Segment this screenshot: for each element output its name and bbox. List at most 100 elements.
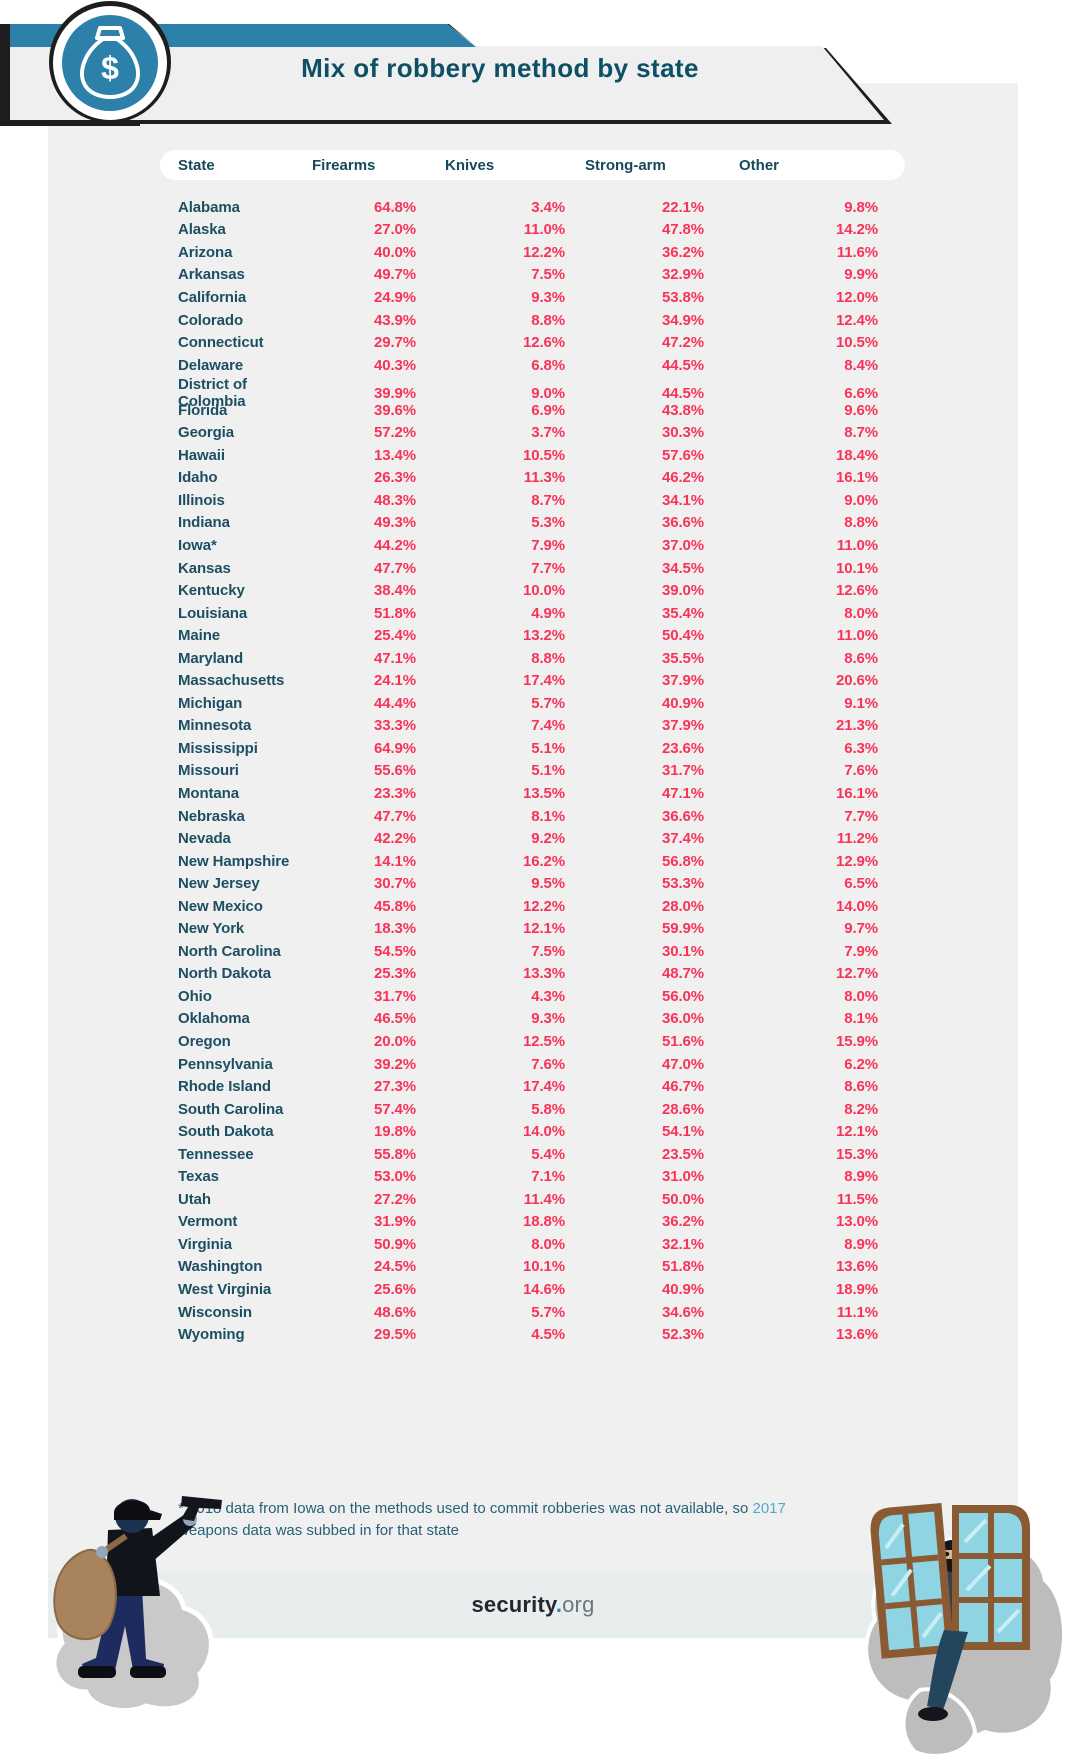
knives-cell: 17.4% xyxy=(522,1078,565,1096)
column-header-state: State xyxy=(178,156,215,174)
table-row: Maryland 47.1% 8.8% 35.5% 8.6% xyxy=(178,647,878,670)
state-cell: Oregon xyxy=(178,1033,231,1050)
firearms-cell: 40.0% xyxy=(373,243,416,261)
strong-arm-cell: 32.9% xyxy=(661,266,704,284)
strong-arm-cell: 51.8% xyxy=(661,1258,704,1276)
table-row: New York 18.3% 12.1% 59.9% 9.7% xyxy=(178,918,878,941)
other-cell: 8.8% xyxy=(844,514,878,532)
column-header-strong-arm: Strong-arm xyxy=(585,156,666,174)
state-cell: Idaho xyxy=(178,469,218,487)
strong-arm-cell: 37.0% xyxy=(661,536,704,554)
other-cell: 6.2% xyxy=(844,1055,878,1073)
state-cell: Texas xyxy=(178,1168,219,1186)
strong-arm-cell: 59.9% xyxy=(661,920,704,938)
knives-cell: 9.2% xyxy=(531,830,565,848)
state-cell: Georgia xyxy=(178,424,234,442)
knives-cell: 12.1% xyxy=(522,920,565,938)
firearms-cell: 55.8% xyxy=(373,1145,416,1163)
table-row: North Carolina 54.5% 7.5% 30.1% 7.9% xyxy=(178,940,878,963)
strong-arm-cell: 40.9% xyxy=(661,694,704,712)
knives-cell: 5.8% xyxy=(531,1100,565,1118)
strong-arm-cell: 36.2% xyxy=(661,243,704,261)
table-row: Minnesota 33.3% 7.4% 37.9% 21.3% xyxy=(178,715,878,738)
strong-arm-cell: 46.7% xyxy=(661,1078,704,1096)
other-cell: 7.6% xyxy=(844,762,878,780)
firearms-cell: 64.8% xyxy=(373,198,416,216)
state-cell: Florida xyxy=(178,401,228,419)
knives-cell: 7.9% xyxy=(531,536,565,554)
state-cell: Michigan xyxy=(178,694,243,712)
table-row: Tennessee 55.8% 5.4% 23.5% 15.3% xyxy=(178,1143,878,1166)
table-row: Alabama 64.8% 3.4% 22.1% 9.8% xyxy=(178,196,878,219)
state-cell: Ohio xyxy=(178,987,212,1005)
strong-arm-cell: 47.8% xyxy=(661,221,704,239)
table-row: Kansas 47.7% 7.7% 34.5% 10.1% xyxy=(178,557,878,580)
firearms-cell: 33.3% xyxy=(373,717,416,735)
knives-cell: 11.0% xyxy=(523,221,565,239)
state-cell: West Virginia xyxy=(178,1281,272,1299)
strong-arm-cell: 34.5% xyxy=(661,559,704,577)
table-row: Massachusetts 24.1% 17.4% 37.9% 20.6% xyxy=(178,669,878,692)
firearms-cell: 54.5% xyxy=(373,942,416,960)
other-cell: 12.4% xyxy=(835,311,878,329)
strong-arm-cell: 44.5% xyxy=(661,384,704,402)
strong-arm-cell: 57.6% xyxy=(661,446,704,464)
other-cell: 8.0% xyxy=(844,604,878,622)
other-cell: 11.1% xyxy=(836,1303,878,1321)
strong-arm-cell: 36.2% xyxy=(661,1213,704,1231)
brand-dot: . xyxy=(555,1592,563,1617)
state-cell: Nebraska xyxy=(178,807,245,825)
table-row: Colorado 43.9% 8.8% 34.9% 12.4% xyxy=(178,309,878,332)
strong-arm-cell: 36.6% xyxy=(661,514,704,532)
state-cell: Pennsylvania xyxy=(178,1055,273,1073)
firearms-cell: 19.8% xyxy=(373,1123,416,1141)
strong-arm-cell: 40.9% xyxy=(661,1281,704,1299)
table-row: Utah 27.2% 11.4% 50.0% 11.5% xyxy=(178,1188,878,1211)
state-cell: New York xyxy=(178,920,245,938)
other-cell: 9.8% xyxy=(844,198,878,216)
strong-arm-cell: 47.0% xyxy=(661,1055,704,1073)
firearms-cell: 57.2% xyxy=(373,424,416,442)
strong-arm-cell: 30.3% xyxy=(661,424,704,442)
firearms-cell: 18.3% xyxy=(373,920,416,938)
column-header-knives: Knives xyxy=(445,156,495,174)
knives-cell: 13.3% xyxy=(522,965,565,983)
strong-arm-cell: 56.0% xyxy=(661,987,704,1005)
state-cell: Washington xyxy=(178,1258,263,1276)
main-card: State Firearms Knives Strong-arm Other A… xyxy=(48,83,1018,1638)
state-cell: Virginia xyxy=(178,1235,232,1253)
state-cell: Maine xyxy=(178,627,221,645)
knives-cell: 12.2% xyxy=(522,243,565,261)
firearms-cell: 48.3% xyxy=(373,491,416,509)
knives-cell: 10.1% xyxy=(522,1258,565,1276)
other-cell: 6.3% xyxy=(844,739,878,757)
strong-arm-cell: 37.9% xyxy=(661,672,704,690)
firearms-cell: 24.1% xyxy=(373,672,416,690)
other-cell: 14.2% xyxy=(835,221,878,239)
firearms-cell: 38.4% xyxy=(373,582,416,600)
table-row: Texas 53.0% 7.1% 31.0% 8.9% xyxy=(178,1166,878,1189)
table-row: Oklahoma 46.5% 9.3% 36.0% 8.1% xyxy=(178,1008,878,1031)
strong-arm-cell: 48.7% xyxy=(661,965,704,983)
svg-text:$: $ xyxy=(101,50,119,86)
state-cell: Hawaii xyxy=(178,446,225,464)
state-cell: Kentucky xyxy=(178,582,245,600)
strong-arm-cell: 34.1% xyxy=(661,491,704,509)
state-cell: Missouri xyxy=(178,762,239,780)
table-row: Michigan 44.4% 5.7% 40.9% 9.1% xyxy=(178,692,878,715)
other-cell: 10.5% xyxy=(835,334,878,352)
table-row: Washington 24.5% 10.1% 51.8% 13.6% xyxy=(178,1256,878,1279)
table-row: Montana 23.3% 13.5% 47.1% 16.1% xyxy=(178,782,878,805)
state-cell: Massachusetts xyxy=(178,672,285,690)
knives-cell: 8.0% xyxy=(531,1235,565,1253)
firearms-cell: 50.9% xyxy=(373,1235,416,1253)
table-row: Wyoming 29.5% 4.5% 52.3% 13.6% xyxy=(178,1323,878,1346)
firearms-cell: 29.7% xyxy=(373,334,416,352)
other-cell: 13.6% xyxy=(835,1258,878,1276)
state-cell: Illinois xyxy=(178,491,225,509)
knives-cell: 8.7% xyxy=(531,491,565,509)
knives-cell: 11.4% xyxy=(523,1190,565,1208)
strong-arm-cell: 50.4% xyxy=(661,627,704,645)
knives-cell: 10.0% xyxy=(522,582,565,600)
